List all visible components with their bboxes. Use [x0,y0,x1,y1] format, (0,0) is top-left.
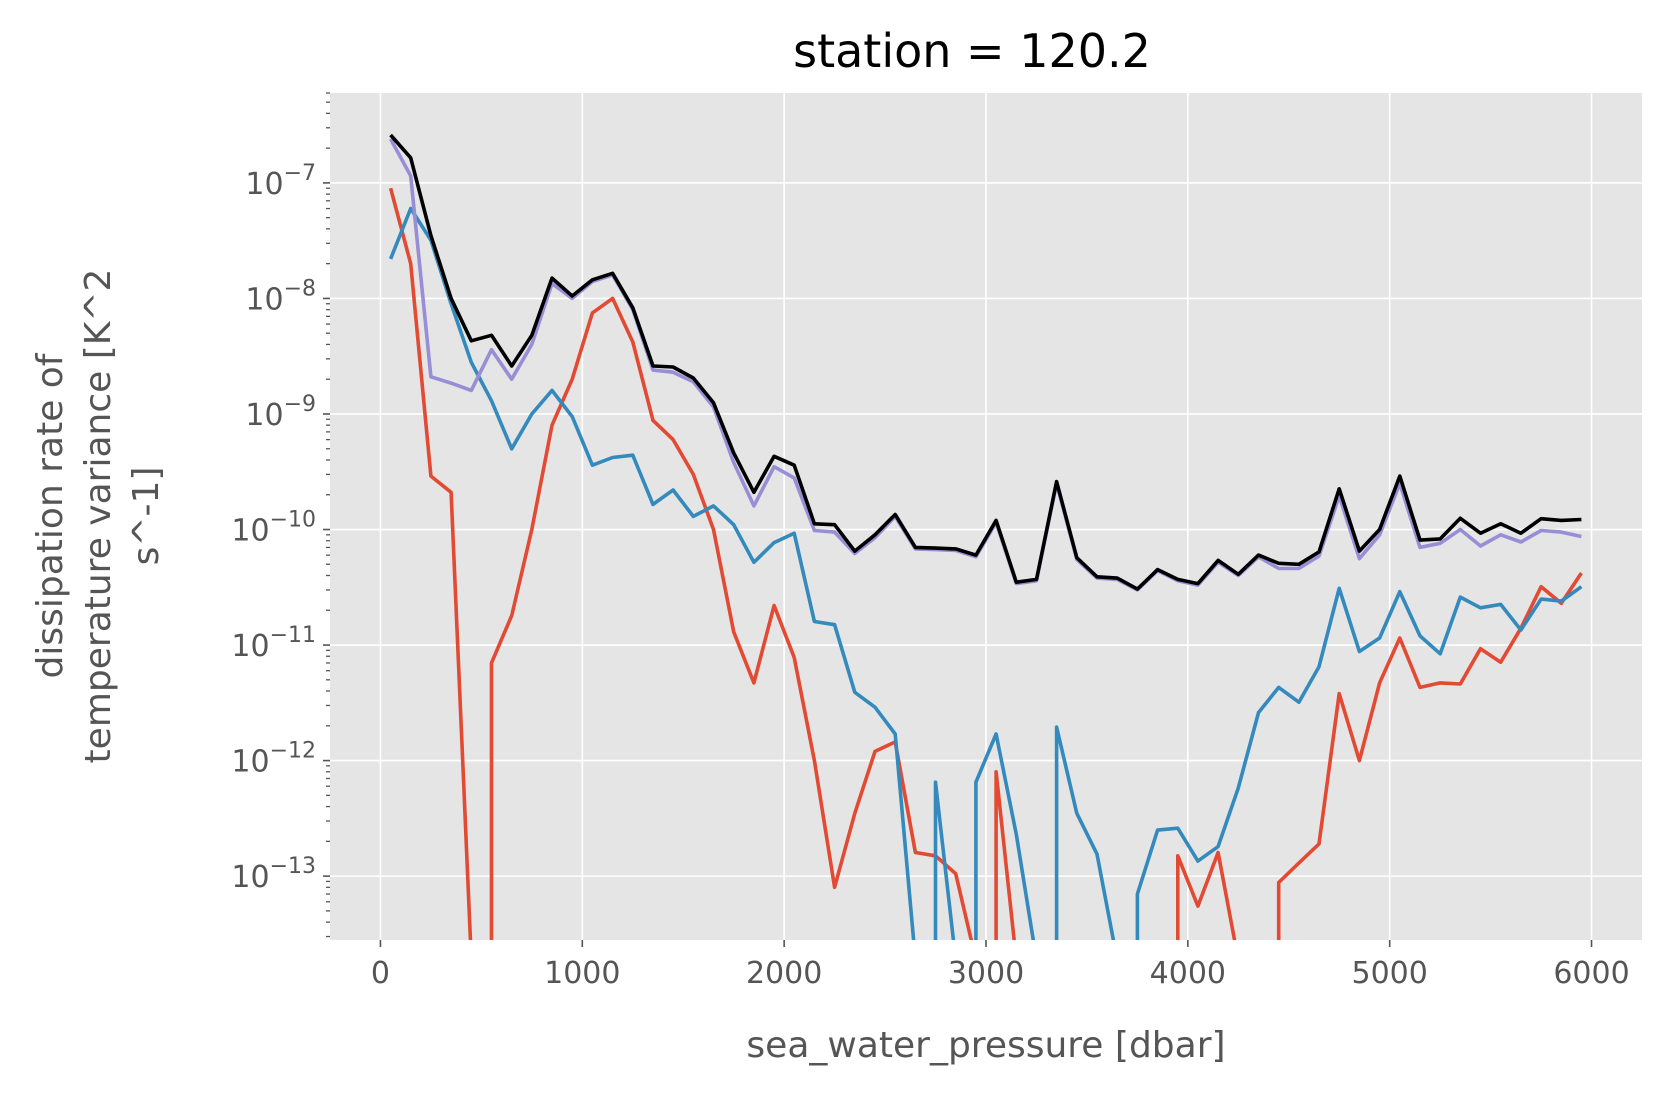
x-axis-label: sea_water_pressure [dbar] [746,1025,1225,1066]
x-tick-label: 3000 [948,956,1024,991]
y-tick-label: 10−10 [231,508,316,549]
y-axis-label-line-2: temperature variance [K^2 [78,269,119,764]
series-blue [388,206,1583,940]
series-line-red [388,187,1583,940]
y-axis-ticks: 10−7 10−8 10−9 10−10 10−11 10−12 10−13 [231,161,330,895]
y-tick-label: 10−7 [245,161,316,202]
grid [330,93,1642,940]
series-black [389,133,1582,591]
x-tick-label: 2000 [746,956,822,991]
series-line-black [389,133,1582,591]
series-layer [388,133,1583,940]
y-axis-label-line-1: dissipation rate of [30,352,71,678]
x-tick-label: 6000 [1553,956,1629,991]
y-axis-label: dissipation rate of temperature variance… [30,269,167,764]
minor-ticks [326,92,330,938]
x-axis-ticks: 0 1000 2000 3000 4000 5000 6000 [371,940,1630,991]
chart-title: station = 120.2 [793,24,1151,78]
y-axis-label-line-3: s^-1] [126,467,167,566]
y-tick-label: 10−9 [245,392,316,433]
x-tick-label: 5000 [1352,956,1428,991]
x-tick-label: 1000 [544,956,620,991]
y-tick-label: 10−13 [231,854,316,895]
x-tick-label: 0 [371,956,390,991]
x-tick-label: 4000 [1150,956,1226,991]
series-line-blue [388,206,1583,940]
y-tick-label: 10−8 [245,276,316,317]
y-tick-label: 10−11 [231,623,316,664]
y-tick-label: 10−12 [231,739,316,780]
series-red [388,187,1583,940]
